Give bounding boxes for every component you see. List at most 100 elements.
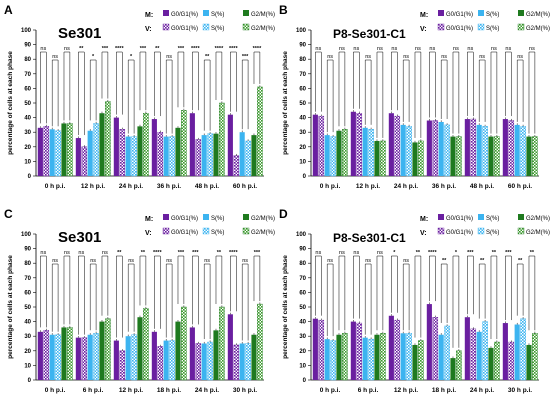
significance-label: ns [505, 46, 511, 52]
legend-swatch-m-s [203, 10, 209, 16]
x-tick-label: 0 h p.i. [320, 387, 341, 394]
significance-bracket [440, 263, 448, 323]
bar-s-v [368, 338, 374, 381]
bar-s-m [362, 127, 368, 176]
legend-swatch-m-s [478, 214, 484, 220]
significance-bracket [154, 51, 161, 117]
bar-s-m [49, 129, 55, 176]
significance-label: **** [229, 46, 238, 52]
bar-s-m [239, 132, 245, 176]
bar-s-m [239, 343, 245, 380]
bar-g2m-m [488, 347, 494, 380]
significance-bracket [490, 51, 498, 134]
bar-s-v [169, 340, 175, 381]
significance-bracket [253, 51, 261, 84]
y-tick-label: 30 [299, 334, 306, 340]
y-tick-label: 0 [28, 378, 32, 384]
bar-s-v [330, 340, 336, 381]
bar-g0g1-v [432, 317, 439, 381]
significance-bracket [40, 255, 47, 328]
y-tick-label: 80 [24, 57, 31, 63]
significance-label: *** [178, 46, 185, 52]
legend-row-label-m: M: [145, 12, 153, 19]
bar-g0g1-v [43, 126, 50, 177]
bar-g0g1-m [426, 120, 432, 176]
significance-label: ns [90, 258, 96, 264]
bar-g0g1-v [43, 330, 50, 381]
bar-g2m-v [342, 129, 348, 177]
bar-g2m-v [105, 318, 111, 381]
legend-row-label-m: M: [420, 12, 428, 19]
legend-swatch-v-s [202, 227, 210, 235]
panel-letter: D [279, 207, 288, 221]
bar-g2m-v [181, 110, 187, 177]
significance-bracket [177, 255, 185, 304]
chart-title: Se301 [58, 25, 101, 42]
bar-g0g1-v [470, 328, 477, 381]
significance-bracket [315, 51, 322, 112]
y-tick-label: 90 [299, 43, 306, 49]
x-tick-label: 6 h p.i. [83, 387, 104, 394]
significance-label: **** [191, 46, 200, 52]
bar-s-m [362, 337, 368, 380]
bar-g2m-v [418, 340, 424, 381]
significance-bracket [414, 255, 422, 338]
y-tick-label: 70 [299, 72, 306, 78]
significance-bracket [516, 263, 524, 316]
bar-g2m-v [456, 136, 462, 177]
bar-g0g1-m [37, 127, 43, 176]
bar-s-m [476, 331, 482, 380]
bar-g2m-v [532, 333, 538, 381]
bar-s-m [514, 324, 520, 380]
bar-s-v [520, 126, 526, 177]
bar-s-v [207, 341, 213, 381]
legend-label-m-g0g1: G0/G1(%) [446, 12, 473, 18]
bar-g2m-v [219, 306, 225, 381]
significance-bracket [78, 255, 85, 335]
legend-label-m-g2m: G2/M(%) [251, 216, 275, 222]
y-axis-label: percentage of cells at each phase [282, 255, 289, 359]
bar-g0g1-v [394, 115, 401, 177]
x-tick-label: 24 h p.i. [195, 387, 219, 394]
significance-label: ns [365, 54, 371, 60]
bar-g2m-m [137, 317, 143, 380]
significance-label: ns [166, 54, 172, 60]
bar-g0g1-m [37, 331, 43, 380]
bar-s-v [245, 343, 251, 381]
bar-g0g1-m [75, 138, 81, 176]
bar-g0g1-m [113, 117, 119, 176]
legend-label-m-s: S(%) [211, 12, 224, 18]
significance-label: ** [480, 258, 485, 264]
significance-label: ns [353, 250, 359, 256]
legend-swatch-v-s [477, 227, 485, 235]
bar-g2m-v [143, 308, 149, 381]
y-tick-label: 70 [24, 72, 31, 78]
significance-label: ns [415, 46, 421, 52]
bar-g2m-v [342, 333, 348, 381]
significance-bracket [165, 263, 173, 338]
bar-s-v [482, 126, 488, 177]
x-tick-label: 18 h p.i. [432, 387, 456, 394]
significance-bracket [452, 51, 460, 134]
bar-g0g1-v [157, 346, 164, 381]
significance-label: *** [254, 250, 261, 256]
significance-bracket [452, 255, 460, 348]
bar-g2m-v [181, 306, 187, 381]
bar-g2m-m [412, 344, 418, 380]
y-tick-label: 100 [21, 232, 32, 238]
significance-label: **** [229, 250, 238, 256]
bar-g0g1-v [318, 115, 325, 177]
x-tick-label: 0 h p.i. [320, 183, 341, 190]
y-tick-label: 20 [299, 349, 306, 355]
significance-label: ** [205, 54, 210, 60]
bar-g0g1-m [426, 304, 432, 380]
significance-label: ns [40, 46, 46, 52]
bar-s-v [520, 318, 526, 381]
y-tick-label: 50 [299, 101, 306, 107]
x-tick-label: 60 h p.i. [233, 183, 257, 190]
legend-label-v-g2m: G2/M(%) [526, 26, 550, 32]
bar-g0g1-v [119, 350, 126, 381]
legend-label-v-g0g1: G0/G1(%) [446, 26, 473, 32]
significance-label: *** [242, 54, 249, 60]
bar-s-v [482, 321, 488, 381]
